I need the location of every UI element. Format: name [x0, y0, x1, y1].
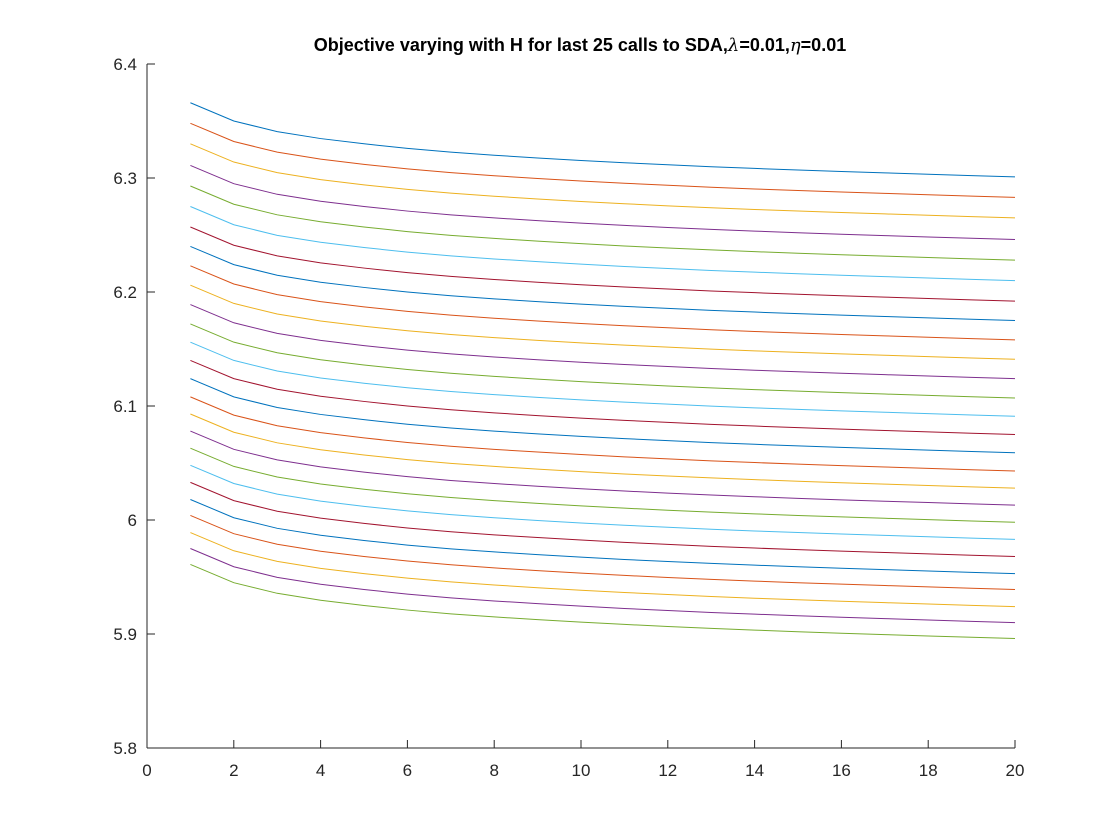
x-tick-label: 0 [142, 761, 151, 780]
series-line-16 [190, 396, 1016, 472]
series-line-9 [190, 265, 1016, 341]
series-line-26 [190, 563, 1016, 640]
x-tick-label: 18 [919, 761, 938, 780]
series-group [190, 102, 1016, 640]
series-line-25 [190, 548, 1016, 624]
x-tick-label: 16 [832, 761, 851, 780]
x-tick-label: 12 [658, 761, 677, 780]
y-tick-label: 6 [128, 511, 137, 530]
axes [146, 64, 1015, 749]
series-line-7 [190, 226, 1016, 302]
series-line-18 [190, 430, 1016, 506]
ticks: 0 2 4 6 8 10 12 14 16 18 20 5.8 5.9 6 6.1 6.2 6.3 6.4 [113, 55, 1024, 780]
series-line-1 [190, 102, 1016, 178]
series-line-17 [190, 413, 1016, 489]
x-tick-label: 20 [1006, 761, 1025, 780]
x-tick-label: 6 [403, 761, 412, 780]
series-line-22 [190, 499, 1016, 575]
y-tick-label: 6.2 [113, 283, 137, 302]
series-line-6 [190, 206, 1016, 282]
x-tick-label: 8 [489, 761, 498, 780]
series-line-24 [190, 532, 1016, 608]
series-line-5 [190, 185, 1016, 261]
title-eta-symbol: η [789, 35, 801, 56]
title-text: Objective varying with H for last 25 cal… [313, 35, 728, 55]
series-line-14 [190, 359, 1016, 435]
chart-title: Objective varying with H for last 25 cal… [145, 35, 1015, 56]
y-tick-label: 5.9 [113, 625, 137, 644]
y-tick-label: 6.4 [113, 55, 137, 74]
y-tick-label: 5.8 [113, 739, 137, 758]
title-lambda-value: =0.01, [739, 35, 790, 55]
series-line-23 [190, 514, 1016, 591]
series-line-20 [190, 464, 1016, 540]
series-line-19 [190, 447, 1016, 523]
x-tick-label: 14 [745, 761, 764, 780]
series-line-12 [190, 323, 1016, 399]
series-line-8 [190, 245, 1016, 321]
series-line-4 [190, 164, 1016, 241]
title-lambda-symbol: λ [727, 35, 740, 56]
series-line-2 [190, 122, 1016, 198]
x-tick-label: 10 [572, 761, 591, 780]
series-line-15 [190, 378, 1016, 454]
series-line-10 [190, 284, 1016, 360]
x-tick-label: 2 [229, 761, 238, 780]
y-tick-label: 6.3 [113, 169, 137, 188]
y-tick-label: 6.1 [113, 397, 137, 416]
series-line-21 [190, 481, 1016, 557]
series-line-13 [190, 341, 1016, 417]
x-tick-label: 4 [316, 761, 325, 780]
series-line-11 [190, 304, 1016, 380]
series-line-3 [190, 143, 1016, 219]
title-eta-value: =0.01 [800, 35, 847, 55]
